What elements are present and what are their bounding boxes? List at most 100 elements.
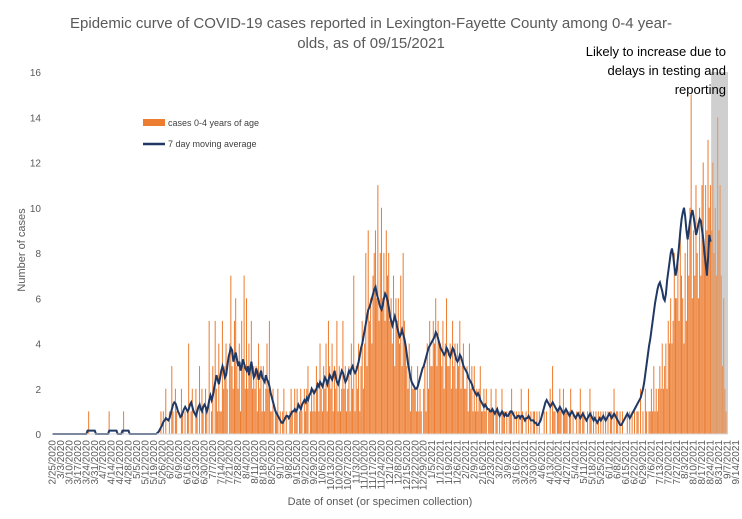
case-bar (506, 411, 508, 435)
case-bar (583, 411, 585, 435)
case-bar (330, 388, 332, 434)
case-bar (423, 388, 425, 434)
case-bar (697, 298, 699, 434)
case-bar (235, 298, 237, 434)
x-tick-label: 9/15/2020 (292, 440, 303, 485)
case-bar (196, 411, 198, 435)
x-tick-label: 3/9/2021 (503, 440, 514, 479)
case-bar (653, 366, 655, 435)
case-bar (626, 411, 628, 435)
case-bar (471, 366, 473, 435)
case-bar (611, 411, 613, 435)
case-bar (493, 411, 495, 435)
case-bar (368, 320, 370, 435)
case-bar (532, 411, 534, 435)
case-bar (317, 388, 319, 434)
case-bar (349, 411, 351, 435)
case-bar (206, 411, 208, 435)
case-bar (690, 94, 692, 435)
x-tick-label: 7/28/2020 (233, 440, 244, 485)
case-bar (393, 275, 395, 435)
case-bar (182, 411, 184, 435)
case-bar (376, 298, 378, 434)
case-bar (311, 388, 313, 434)
case-bar (473, 366, 475, 435)
case-bar (462, 343, 464, 434)
case-bar (226, 388, 228, 434)
case-bar (388, 253, 390, 434)
case-bar (236, 366, 238, 435)
case-bar (689, 207, 691, 434)
case-bar (678, 320, 680, 435)
x-tick-label: 5/26/2020 (157, 440, 168, 485)
x-tick-label: 8/3/2021 (680, 440, 691, 479)
case-bar (233, 320, 235, 435)
case-bar (346, 411, 348, 435)
case-bar (553, 411, 555, 435)
case-bar (483, 388, 485, 434)
case-bar (520, 388, 522, 434)
case-bar (371, 343, 373, 434)
case-bar (459, 320, 461, 435)
case-bar (419, 388, 421, 434)
case-bar (382, 298, 384, 434)
x-tick-label: 8/24/2021 (706, 440, 717, 485)
x-tick-label: 9/14/2021 (731, 440, 742, 485)
case-bar (466, 366, 468, 435)
y-tick-label: 0 (35, 430, 41, 441)
case-bar (259, 388, 261, 434)
x-tick-label: 3/2/2021 (495, 440, 506, 479)
case-bar (707, 139, 709, 435)
case-bar (342, 320, 344, 435)
case-bar (672, 320, 674, 435)
y-tick-label: 4 (35, 340, 41, 351)
case-bar (372, 275, 374, 435)
case-bar (366, 366, 368, 435)
x-tick-label: 4/27/2021 (562, 440, 573, 485)
case-bar (272, 388, 274, 434)
case-bar (88, 411, 90, 435)
case-bar (564, 411, 566, 435)
case-bar (323, 366, 325, 435)
case-bar (417, 366, 419, 435)
case-bar (225, 343, 227, 434)
case-bar (649, 411, 651, 435)
x-tick-label: 7/6/2021 (647, 440, 658, 479)
case-bar (665, 343, 667, 434)
x-axis-label: Date of onset (or specimen collection) (288, 496, 473, 508)
case-bar (329, 366, 331, 435)
x-tick-label: 5/5/2020 (132, 440, 143, 479)
x-tick-label: 12/22/2020 (410, 440, 421, 490)
case-bar (438, 343, 440, 434)
x-tick-label: 4/6/2021 (537, 440, 548, 479)
case-bar (671, 343, 673, 434)
case-bar (452, 320, 454, 435)
case-bar (344, 366, 346, 435)
case-bar (430, 366, 432, 435)
case-bar (255, 366, 257, 435)
case-bar (607, 411, 609, 435)
legend: cases 0-4 years of age 7 day moving aver… (143, 118, 259, 149)
x-tick-label: 3/16/2021 (512, 440, 523, 485)
x-tick-label: 9/1/2020 (275, 440, 286, 479)
case-bar (171, 366, 173, 435)
x-tick-label: 6/1/2021 (604, 440, 615, 479)
y-tick-label: 8 (35, 249, 41, 260)
case-bar (576, 411, 578, 435)
x-tick-label: 6/23/2020 (191, 440, 202, 485)
case-bar (390, 298, 392, 434)
case-bar (433, 343, 435, 434)
case-bar (253, 366, 255, 435)
case-bar (367, 230, 369, 435)
case-bar (485, 388, 487, 434)
case-bar (176, 411, 178, 435)
case-bar (673, 253, 675, 434)
case-bar (706, 230, 708, 435)
case-bar (335, 388, 337, 434)
case-bar (640, 388, 642, 434)
case-bar (509, 411, 511, 435)
case-bar (219, 411, 221, 435)
case-bar (661, 343, 663, 434)
x-tick-label: 1/12/2021 (436, 440, 447, 485)
x-tick-label: 3/30/2021 (528, 440, 539, 485)
